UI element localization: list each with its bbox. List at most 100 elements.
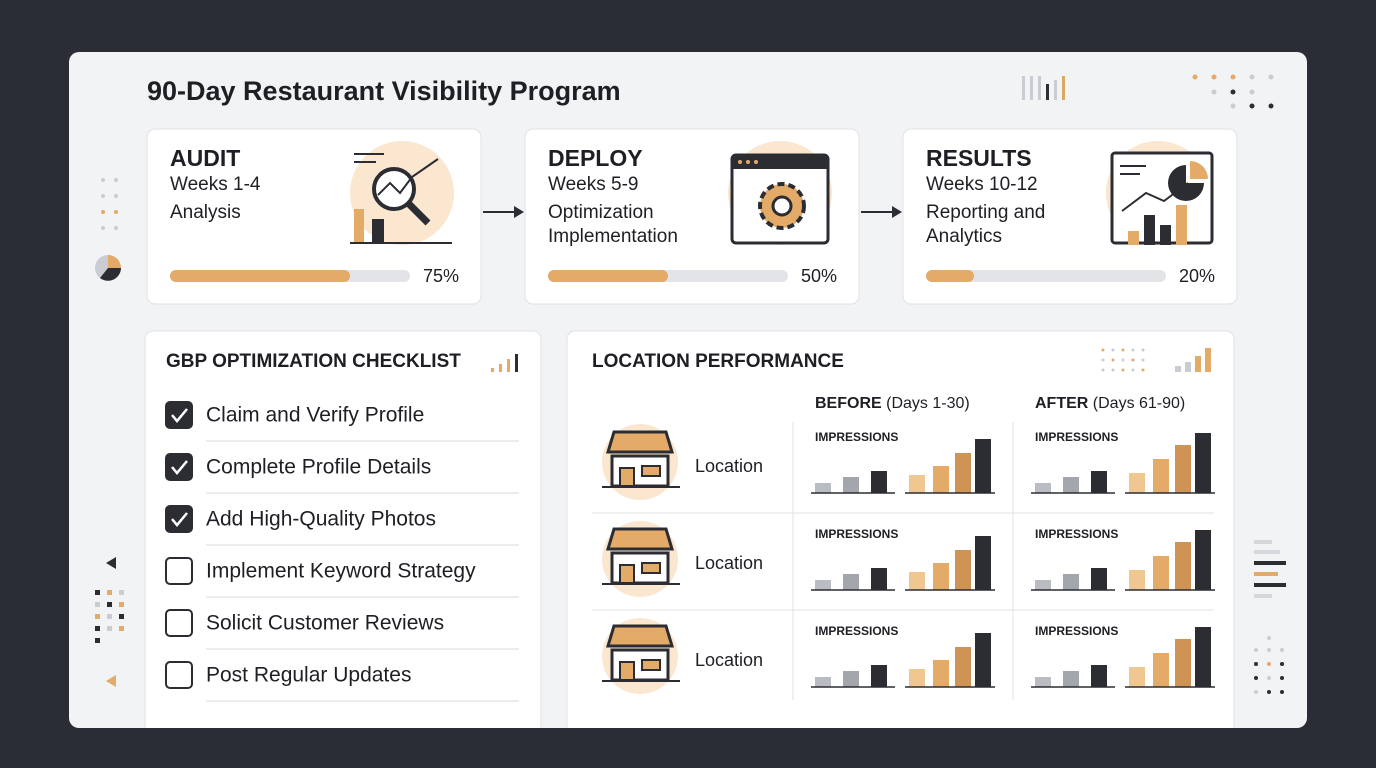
decor [1185, 362, 1191, 372]
icon [1176, 205, 1187, 245]
icon [499, 364, 502, 372]
chart-label: IMPRESSIONS [815, 624, 898, 638]
bar [871, 665, 887, 687]
bar [1195, 627, 1211, 687]
checkbox [165, 505, 193, 533]
decor [1141, 358, 1145, 362]
checkbox [165, 609, 193, 637]
icon [641, 659, 661, 671]
progress-fill [926, 270, 974, 282]
progress-fill [170, 270, 350, 282]
decor [1121, 358, 1125, 362]
bar [909, 475, 925, 493]
panel-title: LOCATION PERFORMANCE [592, 351, 844, 372]
bar [815, 677, 831, 687]
check-mark [171, 512, 188, 527]
phase-description: Analytics [926, 226, 1002, 247]
check-mark [171, 460, 188, 475]
bar [1153, 556, 1169, 590]
chart-label: IMPRESSIONS [815, 527, 898, 541]
check-mark [171, 408, 188, 423]
bar [1035, 580, 1051, 590]
decor [1101, 348, 1105, 352]
bar [933, 660, 949, 687]
bar [843, 574, 859, 590]
bar [955, 453, 971, 493]
bar [843, 477, 859, 493]
icon [507, 359, 510, 372]
bar [815, 483, 831, 493]
checklist-panel: GBP OPTIMIZATION CHECKLIST Claim and Veri… [144, 330, 542, 752]
phase-weeks: Weeks 10-12 [926, 174, 1038, 195]
decor [1131, 368, 1135, 372]
bar [933, 563, 949, 590]
icon [1190, 161, 1208, 179]
decor [1111, 348, 1115, 352]
frame-bottom [0, 728, 1376, 768]
bar [1175, 542, 1191, 590]
icon [605, 624, 675, 648]
progress-fill [548, 270, 668, 282]
icon [1120, 165, 1146, 167]
bar [975, 633, 991, 687]
phase-description: Analysis [170, 202, 241, 223]
bar [975, 536, 991, 590]
icon [619, 564, 635, 584]
checklist-item: Complete Profile Details [206, 456, 431, 479]
bar [1195, 433, 1211, 493]
icon [732, 155, 828, 169]
icon [377, 158, 439, 196]
checklist-item: Claim and Verify Profile [206, 404, 424, 427]
icon [406, 201, 431, 226]
bar [1195, 530, 1211, 590]
decor [1131, 358, 1135, 362]
bar [1175, 639, 1191, 687]
checkbox [165, 453, 193, 481]
checkbox [165, 557, 193, 585]
bar [1063, 477, 1079, 493]
decor [1101, 368, 1105, 372]
phase-card: RESULTS Weeks 10-12 Reporting and Analytics… [902, 128, 1238, 305]
decor [1175, 366, 1181, 372]
bar [1091, 665, 1107, 687]
decor [1141, 368, 1145, 372]
location-panel: LOCATION PERFORMANCE BEFORE (Days 1-30) AF… [566, 330, 1235, 752]
icon [738, 160, 742, 164]
location-label: Location [695, 553, 763, 573]
progress-track [926, 270, 1166, 282]
bar [1153, 653, 1169, 687]
icon [354, 209, 364, 243]
header-label: AFTER [1035, 395, 1089, 412]
chart-label: IMPRESSIONS [1035, 624, 1118, 638]
bar [1129, 667, 1145, 687]
icon [372, 167, 416, 211]
progress-label: 20% [1179, 266, 1215, 286]
bar [1091, 568, 1107, 590]
decor [1121, 348, 1125, 352]
phase-name: DEPLOY [548, 145, 643, 171]
phase-description: Reporting and [926, 202, 1045, 223]
icon [372, 219, 384, 243]
bar [1063, 574, 1079, 590]
icon [619, 661, 635, 681]
bar [1035, 483, 1051, 493]
icon [354, 161, 376, 163]
bar [1063, 671, 1079, 687]
chart-label: IMPRESSIONS [1035, 527, 1118, 541]
decor [1101, 358, 1105, 362]
phase-weeks: Weeks 5-9 [548, 174, 638, 195]
icon [619, 467, 635, 487]
chart-label: IMPRESSIONS [815, 430, 898, 444]
bar [955, 550, 971, 590]
phase-description: Implementation [548, 226, 678, 247]
decor [1141, 348, 1145, 352]
checkbox [165, 661, 193, 689]
icon [641, 562, 661, 574]
decor [1121, 368, 1125, 372]
header-label: BEFORE [815, 395, 882, 412]
column-header: AFTER (Days 61-90) [1035, 395, 1185, 412]
phase-card: AUDIT Weeks 1-4 Analysis 75% [146, 128, 482, 305]
decor [1131, 348, 1135, 352]
